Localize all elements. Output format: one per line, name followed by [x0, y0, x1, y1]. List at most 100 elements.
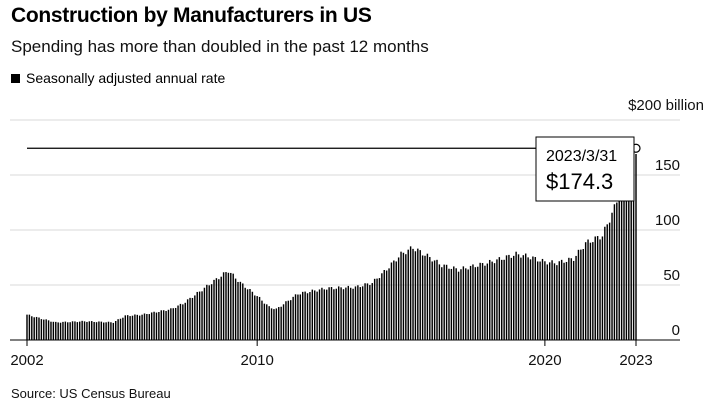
bar [69, 322, 71, 340]
bar [592, 242, 594, 340]
bar [553, 263, 556, 340]
bar [160, 310, 162, 340]
bar [230, 272, 232, 340]
bar [409, 246, 412, 340]
bar [198, 291, 201, 340]
bar [551, 260, 553, 340]
bar [522, 255, 525, 340]
bar [604, 226, 606, 340]
bar [83, 321, 86, 340]
bar [577, 249, 580, 340]
bar [501, 259, 503, 340]
bar [64, 321, 67, 340]
bar [98, 321, 100, 340]
bar [438, 264, 441, 340]
bar [445, 264, 448, 340]
bar [62, 321, 64, 340]
bars [26, 154, 637, 340]
bar [587, 239, 589, 340]
bar [325, 289, 328, 340]
y-axis: 0 50 100 150 $200 billion [628, 97, 704, 339]
bar [74, 321, 76, 340]
bar [366, 283, 369, 340]
bar [347, 285, 350, 340]
bar [194, 295, 196, 340]
bar [210, 284, 213, 340]
bar [354, 286, 357, 340]
bar [460, 269, 462, 340]
bar [335, 288, 338, 340]
bar [477, 266, 479, 340]
bar [186, 299, 189, 340]
bar [172, 308, 174, 340]
bar [302, 291, 304, 340]
bar [88, 321, 91, 340]
bar [67, 322, 69, 340]
bar [323, 289, 326, 340]
bar [486, 263, 489, 340]
bar [330, 287, 333, 340]
bar [33, 317, 35, 340]
bar [448, 268, 450, 340]
bar [290, 300, 292, 340]
bar [256, 296, 258, 340]
bar [620, 182, 623, 340]
bar [390, 262, 393, 340]
bar [316, 291, 318, 340]
bar [129, 316, 131, 340]
callout: 2023/3/31 $174.3 [535, 136, 635, 202]
bar [122, 317, 124, 340]
bar [174, 307, 177, 340]
legend: Seasonally adjusted annual rate [11, 70, 225, 86]
bar [628, 171, 630, 340]
bar [397, 257, 400, 340]
bar [321, 287, 323, 340]
bar [378, 278, 381, 340]
bar [337, 286, 340, 340]
bar [304, 291, 306, 340]
bar [124, 315, 127, 340]
bar [426, 253, 429, 340]
bar [59, 322, 62, 340]
bar [275, 308, 278, 340]
bar [479, 262, 481, 340]
bar [373, 278, 376, 340]
bar [575, 255, 577, 340]
bar [179, 303, 182, 340]
bar [237, 281, 239, 340]
bar [441, 267, 443, 340]
bar [311, 289, 314, 340]
bar [95, 322, 98, 340]
bar [138, 315, 141, 340]
bar [313, 290, 316, 340]
bar [405, 254, 407, 340]
bar [266, 304, 268, 340]
bar [491, 261, 493, 340]
bar [474, 267, 477, 340]
bar [385, 270, 388, 340]
bar [520, 257, 522, 340]
bar [79, 321, 81, 340]
bar [503, 259, 505, 340]
bar [184, 302, 186, 340]
bar [146, 313, 148, 340]
source-note: Source: US Census Bureau [11, 386, 171, 401]
bar [436, 259, 438, 340]
bar [26, 314, 28, 340]
bar [443, 264, 445, 340]
bar [402, 252, 405, 340]
bar [364, 283, 366, 340]
bar [498, 257, 501, 340]
bar [601, 236, 604, 340]
bar [158, 312, 160, 340]
bar [203, 287, 206, 340]
bar [131, 315, 134, 340]
bar [371, 283, 373, 340]
bar [395, 261, 397, 340]
bar [421, 255, 424, 340]
bar [568, 257, 570, 340]
x-tick-label: 2020 [528, 352, 561, 369]
bar [261, 300, 263, 340]
bar [52, 321, 55, 340]
bar [560, 259, 563, 340]
